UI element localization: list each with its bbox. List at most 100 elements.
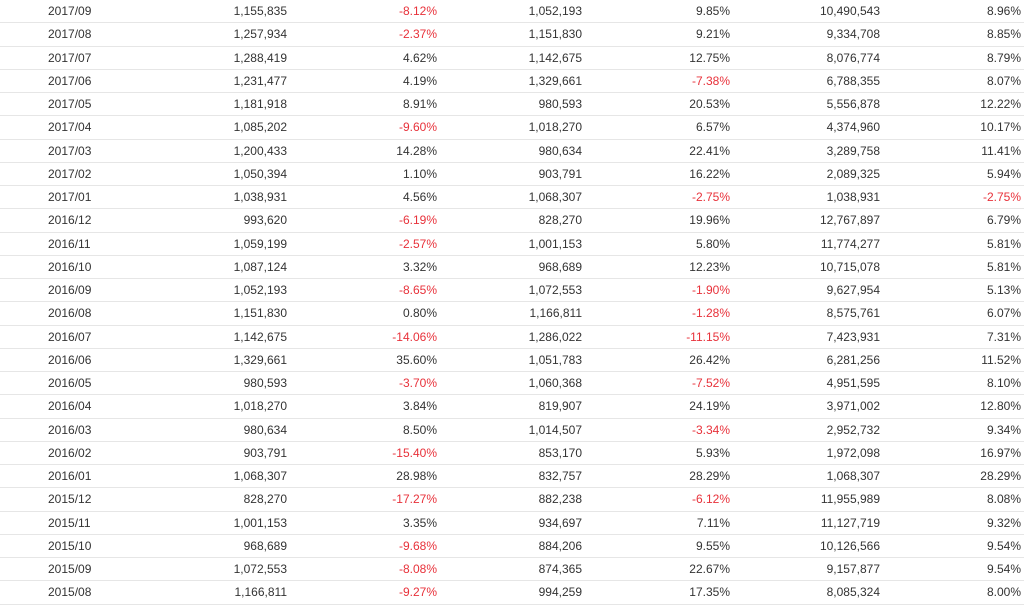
cumulative-yoy-cell: 11.41% [883,139,1024,163]
table-row: 2017/09 1,155,835 -8.12% 1,052,193 9.85% 10,4… [0,0,1024,24]
last-year-revenue-cell: 980,634 [440,139,585,163]
revenue-cell: 1,085,202 [100,115,290,140]
mom-change-cell: -8.12% [290,0,440,24]
mom-change-cell: 8.91% [290,92,440,117]
yoy-change-cell: -1.90% [585,278,733,303]
revenue-cell: 980,593 [100,371,290,396]
cumulative-yoy-cell: 8.07% [883,69,1024,94]
mom-change-cell: 3.32% [290,255,440,280]
mom-change-cell: -9.27% [290,580,440,605]
month-cell: 2016/10 [0,255,100,280]
yoy-change-cell: -6.12% [585,487,733,512]
last-year-revenue-cell: 1,052,193 [440,0,585,24]
yoy-change-cell: 26.42% [585,348,733,373]
cumulative-revenue-cell: 9,627,954 [733,278,883,303]
cumulative-yoy-cell: 8.96% [883,0,1024,24]
revenue-cell: 980,634 [100,418,290,442]
month-cell: 2016/05 [0,371,100,396]
revenue-cell: 1,200,433 [100,139,290,163]
month-cell: 2017/02 [0,162,100,187]
mom-change-cell: -2.57% [290,232,440,256]
cumulative-yoy-cell: 8.00% [883,580,1024,605]
cumulative-yoy-cell: 12.22% [883,92,1024,117]
cumulative-yoy-cell: 5.81% [883,255,1024,280]
month-cell: 2017/04 [0,115,100,140]
month-cell: 2017/05 [0,92,100,117]
last-year-revenue-cell: 1,014,507 [440,418,585,442]
yoy-change-cell: 5.80% [585,232,733,256]
mom-change-cell: 0.80% [290,301,440,326]
last-year-revenue-cell: 853,170 [440,441,585,466]
yoy-change-cell: -7.52% [585,371,733,396]
cumulative-revenue-cell: 6,788,355 [733,69,883,94]
mom-change-cell: -8.65% [290,278,440,303]
yoy-change-cell: 9.55% [585,534,733,559]
table-row: 2017/03 1,200,433 14.28% 980,634 22.41% 3,289… [0,139,1024,163]
table-row: 2016/09 1,052,193 -8.65% 1,072,553 -1.90% 9,6… [0,278,1024,303]
month-cell: 2017/06 [0,69,100,94]
table-row: 2017/05 1,181,918 8.91% 980,593 20.53% 5,556,… [0,92,1024,117]
mom-change-cell: 3.35% [290,511,440,535]
yoy-change-cell: 24.19% [585,394,733,419]
revenue-cell: 903,791 [100,441,290,466]
month-cell: 2016/11 [0,232,100,256]
month-cell: 2016/12 [0,208,100,233]
mom-change-cell: -9.60% [290,115,440,140]
table-row: 2016/07 1,142,675 -14.06% 1,286,022 -11.15% 7… [0,325,1024,349]
cumulative-yoy-cell: 9.54% [883,557,1024,582]
cumulative-yoy-cell: 6.07% [883,301,1024,326]
month-cell: 2015/09 [0,557,100,582]
revenue-cell: 1,059,199 [100,232,290,256]
table-row: 2017/08 1,257,934 -2.37% 1,151,830 9.21% 9,33… [0,22,1024,47]
cumulative-revenue-cell: 9,157,877 [733,557,883,582]
revenue-cell: 1,072,553 [100,557,290,582]
yoy-change-cell: -1.28% [585,301,733,326]
cumulative-yoy-cell: 9.34% [883,418,1024,442]
table-row: 2016/12 993,620 -6.19% 828,270 19.96% 12,767,… [0,208,1024,233]
last-year-revenue-cell: 903,791 [440,162,585,187]
revenue-cell: 1,001,153 [100,511,290,535]
last-year-revenue-cell: 1,068,307 [440,185,585,210]
revenue-cell: 1,257,934 [100,22,290,47]
last-year-revenue-cell: 882,238 [440,487,585,512]
last-year-revenue-cell: 1,060,368 [440,371,585,396]
month-cell: 2015/10 [0,534,100,559]
month-cell: 2016/08 [0,301,100,326]
yoy-change-cell: 7.11% [585,511,733,535]
cumulative-revenue-cell: 11,127,719 [733,511,883,535]
last-year-revenue-cell: 1,286,022 [440,325,585,349]
yoy-change-cell: -3.34% [585,418,733,442]
cumulative-revenue-cell: 7,423,931 [733,325,883,349]
month-cell: 2016/06 [0,348,100,373]
last-year-revenue-cell: 1,018,270 [440,115,585,140]
mom-change-cell: 4.62% [290,46,440,70]
last-year-revenue-cell: 1,072,553 [440,278,585,303]
yoy-change-cell: 9.21% [585,22,733,47]
last-year-revenue-cell: 828,270 [440,208,585,233]
table-row: 2017/06 1,231,477 4.19% 1,329,661 -7.38% 6,78… [0,69,1024,94]
mom-change-cell: -2.37% [290,22,440,47]
month-cell: 2017/09 [0,0,100,24]
cumulative-revenue-cell: 3,971,002 [733,394,883,419]
cumulative-revenue-cell: 10,490,543 [733,0,883,24]
cumulative-revenue-cell: 11,774,277 [733,232,883,256]
cumulative-yoy-cell: 8.79% [883,46,1024,70]
cumulative-revenue-cell: 1,972,098 [733,441,883,466]
mom-change-cell: 3.84% [290,394,440,419]
mom-change-cell: -14.06% [290,325,440,349]
table-row: 2017/07 1,288,419 4.62% 1,142,675 12.75% 8,07… [0,46,1024,70]
yoy-change-cell: 12.75% [585,46,733,70]
last-year-revenue-cell: 874,365 [440,557,585,582]
month-cell: 2016/02 [0,441,100,466]
table-row: 2016/11 1,059,199 -2.57% 1,001,153 5.80% 11,7… [0,232,1024,256]
cumulative-revenue-cell: 1,038,931 [733,185,883,210]
mom-change-cell: 4.56% [290,185,440,210]
cumulative-yoy-cell: 5.94% [883,162,1024,187]
cumulative-revenue-cell: 12,767,897 [733,208,883,233]
last-year-revenue-cell: 1,051,783 [440,348,585,373]
mom-change-cell: -9.68% [290,534,440,559]
revenue-cell: 1,155,835 [100,0,290,24]
table-row: 2017/01 1,038,931 4.56% 1,068,307 -2.75% 1,03… [0,185,1024,210]
month-cell: 2016/04 [0,394,100,419]
